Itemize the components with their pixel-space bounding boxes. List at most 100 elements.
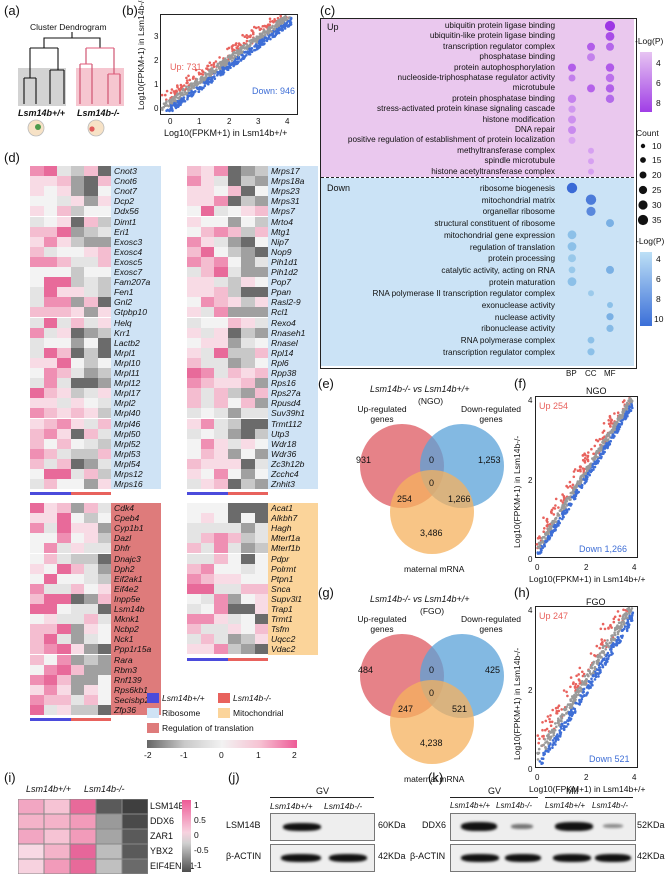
heatmap-cell bbox=[97, 563, 111, 574]
gene-label: Pih1d2 bbox=[271, 267, 298, 277]
heatmap-cell bbox=[97, 573, 111, 584]
heatmap-cell bbox=[254, 317, 268, 328]
scatter-point bbox=[554, 504, 557, 507]
heatmap-cell bbox=[97, 614, 111, 625]
heatmap-cell bbox=[187, 604, 201, 615]
panel-label-h: (h) bbox=[514, 585, 530, 600]
scatter-point bbox=[580, 483, 584, 487]
b-ytick-3: 3 bbox=[154, 32, 159, 41]
gene-label: Utp3 bbox=[271, 428, 290, 439]
scatter-point bbox=[557, 704, 561, 707]
heatmap-cell bbox=[187, 226, 201, 237]
scatter-point bbox=[555, 711, 558, 715]
heatmap-cell bbox=[254, 206, 268, 217]
venn-e-up-mat: 254 bbox=[397, 494, 413, 504]
panel-label-e: (e) bbox=[318, 376, 334, 391]
heatmap-cell bbox=[187, 593, 201, 604]
heatmap-cell bbox=[43, 216, 57, 227]
scatter-point bbox=[612, 427, 615, 430]
panel-label-d: (d) bbox=[4, 150, 20, 165]
heatmap-cell bbox=[254, 246, 268, 257]
scatter-point bbox=[538, 760, 542, 763]
heatmap-cell bbox=[187, 246, 201, 257]
heatmap-cell bbox=[70, 277, 84, 288]
scatter-point bbox=[591, 674, 595, 678]
heatmap-cell bbox=[84, 256, 98, 267]
heatmap-cell bbox=[200, 458, 214, 469]
scatter-point bbox=[213, 77, 217, 81]
scatter-point bbox=[602, 422, 606, 425]
scatter-point bbox=[558, 509, 562, 512]
group-bar-wt bbox=[187, 492, 228, 496]
scatter-point bbox=[574, 682, 578, 686]
heatmap-cell bbox=[84, 317, 98, 328]
scatter-point bbox=[565, 711, 568, 715]
heatmap-cell bbox=[84, 438, 98, 449]
scatter-point bbox=[195, 78, 199, 81]
scatter-point bbox=[623, 625, 627, 628]
heatmap-cell bbox=[254, 563, 268, 574]
heatmap-cell bbox=[241, 216, 255, 227]
scatter-point bbox=[605, 642, 609, 646]
heatmap-cell bbox=[200, 448, 214, 459]
heatmap-cell bbox=[43, 553, 57, 564]
heatmap-cell bbox=[30, 226, 44, 237]
scatter-point bbox=[280, 24, 284, 28]
heatmap-cell bbox=[200, 533, 214, 544]
b-ytick-0: 0 bbox=[154, 104, 159, 113]
scatter-point bbox=[554, 528, 557, 531]
scatter-point bbox=[622, 622, 626, 625]
j-row-actin: β-ACTIN bbox=[226, 851, 262, 861]
heatmap-cell bbox=[43, 458, 57, 469]
scatter-point bbox=[570, 714, 574, 717]
heatmap-cell bbox=[187, 347, 201, 358]
k-row-ddx6: DDX6 bbox=[422, 820, 447, 830]
heatmap-cell bbox=[70, 368, 84, 379]
gene-label: Cnot3 bbox=[114, 166, 137, 176]
scatter-point bbox=[257, 26, 260, 29]
scatter-point bbox=[177, 102, 181, 105]
heatmap-cell bbox=[241, 317, 255, 328]
scatter-point bbox=[223, 64, 227, 67]
heatmap-cell bbox=[43, 327, 57, 338]
heatmap-cell bbox=[241, 186, 255, 197]
heatmap-cell bbox=[241, 246, 255, 257]
scatter-point bbox=[587, 451, 590, 454]
heatmap-cell bbox=[57, 317, 71, 328]
go-down-term: organellar ribosome bbox=[482, 207, 555, 217]
heatmap-cell bbox=[43, 246, 57, 257]
scatter-point bbox=[288, 23, 292, 26]
heatmap-cell bbox=[200, 327, 214, 338]
heatmap-cell bbox=[187, 408, 201, 419]
scatter-point bbox=[605, 435, 608, 438]
scatter-point bbox=[625, 407, 629, 411]
go-up-dot bbox=[568, 136, 576, 144]
heatmap-cell bbox=[43, 448, 57, 459]
scatter-point bbox=[276, 21, 279, 25]
heatmap-cell bbox=[70, 287, 84, 298]
heatmap-cell bbox=[70, 694, 84, 705]
heatmap-cell bbox=[187, 438, 201, 449]
heatmap-cell bbox=[43, 614, 57, 625]
scatter-point bbox=[212, 65, 216, 69]
scatter-point bbox=[237, 52, 241, 56]
heatmap-cell bbox=[57, 216, 71, 227]
heatmap-cell bbox=[30, 634, 44, 645]
scatter-point bbox=[552, 520, 556, 524]
heatmap-cell bbox=[227, 327, 241, 338]
heatmap-cell bbox=[241, 337, 255, 348]
k-stage-gv: GV bbox=[488, 786, 502, 796]
heatmap-cell bbox=[57, 664, 71, 675]
scatter-point bbox=[620, 623, 623, 627]
scatter-point bbox=[186, 81, 189, 85]
scatter-point bbox=[185, 85, 188, 89]
scatter-point bbox=[567, 717, 571, 720]
scatter-point bbox=[248, 39, 251, 43]
scatter-point bbox=[541, 721, 544, 724]
scatter-point bbox=[269, 37, 272, 41]
scatter-point bbox=[625, 611, 628, 615]
panel-label-a: (a) bbox=[4, 3, 20, 18]
heatmap-cell bbox=[241, 408, 255, 419]
scatter-point bbox=[542, 516, 545, 519]
heatmap-cell bbox=[254, 644, 268, 655]
